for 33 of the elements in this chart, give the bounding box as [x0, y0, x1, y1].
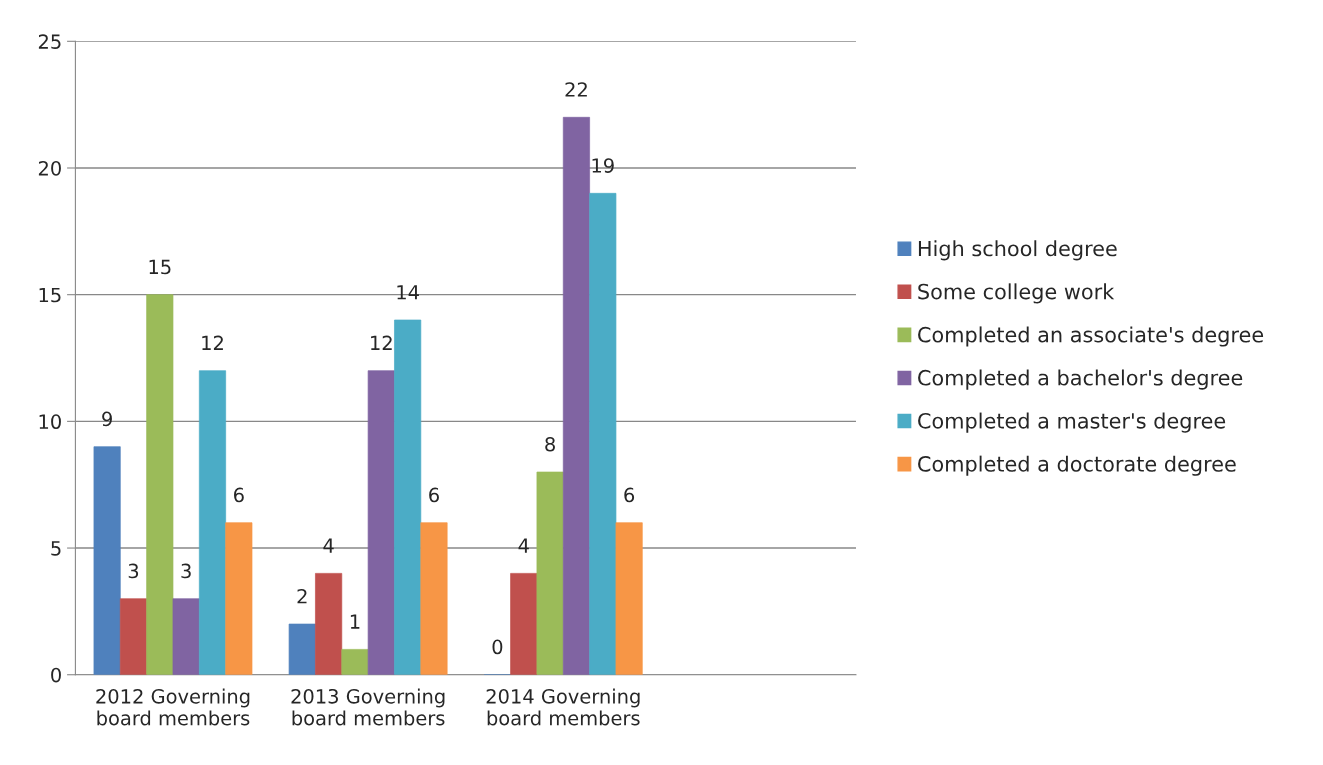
y-tick-label: 15	[39, 287, 61, 303]
data-label: 3	[181, 563, 191, 579]
y-tick-label: 5	[51, 541, 61, 556]
y-tick-label: 20	[38, 160, 61, 176]
legend-label: Completed an associate's degree	[918, 326, 1264, 347]
x-tick-label: 2012 Governing board members	[96, 688, 250, 726]
x-tick-label: 2013 Governing board members	[291, 688, 445, 726]
legend-label: High school degree	[918, 240, 1117, 261]
data-label: 12	[371, 335, 392, 350]
data-label: 3	[128, 563, 139, 579]
data-label: 8	[545, 436, 555, 452]
data-label: 6	[234, 487, 244, 503]
legend-label: Completed a doctorate degree	[918, 455, 1236, 476]
data-label: 12	[202, 335, 223, 350]
legend-label: Completed a bachelor's degree	[918, 369, 1243, 390]
data-label: 6	[429, 487, 439, 503]
data-label: 0	[492, 639, 503, 655]
legend-label: Some college work	[918, 283, 1115, 304]
data-label: 2	[297, 588, 307, 604]
data-label: 1	[350, 614, 360, 629]
x-tick-label: 2014 Governing board members	[486, 688, 640, 726]
data-label: 6	[624, 487, 635, 503]
y-tick-label: 0	[51, 667, 61, 683]
y-tick-label: 25	[38, 34, 61, 49]
y-tick-label: 10	[39, 414, 61, 430]
data-label: 19	[592, 158, 614, 173]
data-label: 4	[518, 538, 529, 553]
data-label: 4	[323, 538, 334, 553]
data-label: 9	[102, 411, 112, 427]
data-label: 22	[565, 82, 587, 97]
data-label: 15	[149, 259, 171, 275]
data-label: 14	[397, 285, 419, 300]
legend-label: Completed a master's degree	[918, 412, 1226, 433]
